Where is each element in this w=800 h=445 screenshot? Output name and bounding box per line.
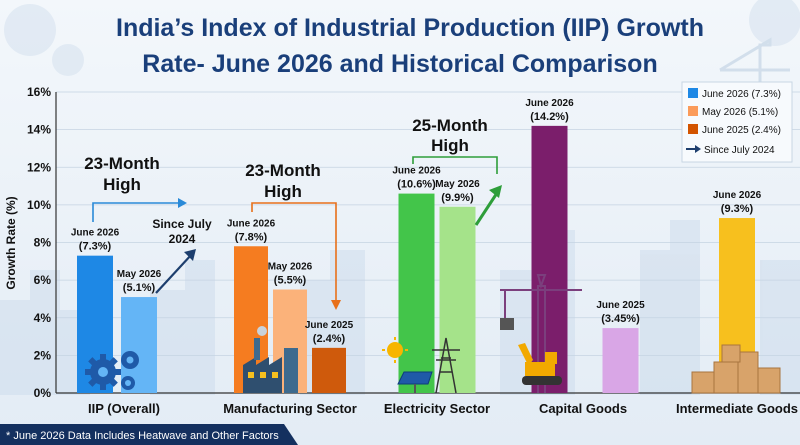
bar-label-period: June 2025 [596,300,645,311]
chart-title-line2: Rate- June 2026 and Historical Compariso… [142,50,657,78]
legend-trend-arrowhead [695,145,701,153]
mfg-high-arrowhead [331,300,341,310]
y-tick-label: 10% [27,198,51,212]
bar-label-value: (10.6%) [397,179,436,191]
bar-label-value: (2.4%) [313,333,346,345]
legend-label-may-2026: May 2026 (5.1%) [702,107,778,118]
legend-swatch-june-2025 [688,124,698,134]
boxes-icon [691,344,781,394]
elec-high-label-line2: High [431,136,469,155]
y-tick-label: 6% [34,273,52,287]
elec-trend-arrow [474,192,499,226]
mfg-high-label-line2: High [264,182,302,201]
mfg-high-bracket [251,202,337,300]
x-axis-labels: IIP (Overall) Manufacturing Sector Electri… [88,401,798,416]
crane-load-icon [500,318,514,330]
bar-label-value: (5.5%) [274,275,307,287]
legend-label-june-2026: June 2026 (7.3%) [702,89,781,100]
gear-small-icon [121,351,139,369]
iip-trend-arrow [155,253,193,294]
y-tick-label: 0% [34,386,52,400]
iip-high-arrowhead [178,198,187,208]
bar-label-value: (7.8%) [235,231,268,243]
elec-high-label-line1: 25-Month [412,116,488,135]
bar-label-period: June 2025 [305,320,354,331]
chart-title-line1: India’s Index of Industrial Production (… [116,14,704,42]
bar-label-value: (9.3%) [721,203,754,215]
solar-panel-icon [397,371,433,393]
bar-label-value: (7.3%) [79,241,112,253]
bar [398,193,435,393]
iip-since-label-line1: Since July [152,217,212,231]
y-tick-label: 2% [34,348,52,362]
mfg-high-label-line1: 23-Month [245,161,321,180]
x-tick-label: Intermediate Goods [676,401,798,416]
bar-label-period: June 2026 [227,218,276,229]
bar [602,328,639,393]
bar-label-value: (5.1%) [123,282,156,294]
bar-label-value: (3.45%) [601,313,640,325]
iip-high-label-line2: High [103,175,141,194]
legend-swatch-june-2026 [688,88,698,98]
power-tower-icon [432,337,460,394]
bar-label-period: June 2026 [392,166,441,177]
legend-swatch-may-2026 [688,106,698,116]
sun-icon [382,337,408,363]
x-tick-label: Capital Goods [539,401,627,416]
y-tick-label: 16% [27,85,51,99]
bar [439,206,476,393]
elec-high-bracket [412,156,498,174]
excavator-icon [518,343,562,385]
y-tick-label: 12% [27,160,51,174]
bar-label-period: June 2026 [713,190,762,201]
gear-small-icon-2 [121,376,135,390]
y-tick-label: 8% [34,236,52,250]
legend-label-june-2025: June 2025 (2.4%) [702,125,781,136]
x-tick-label: IIP (Overall) [88,401,160,416]
iip-high-bracket [92,202,178,222]
x-tick-label: Electricity Sector [384,401,490,416]
footnote-text: * June 2026 Data Includes Heatwave and O… [6,430,279,442]
bar-label-period: May 2026 [435,179,480,190]
bar-label-period: May 2026 [268,262,313,273]
x-tick-label: Manufacturing Sector [223,401,357,416]
y-axis-label: Growth Rate (%) [4,196,18,289]
bar-label-period: June 2026 [71,228,120,239]
footnote-banner [0,424,298,445]
legend: June 2026 (7.3%) May 2026 (5.1%) June 20… [681,81,793,163]
legend-label-trend: Since July 2024 [704,145,775,156]
iip-since-label-line2: 2024 [169,232,196,246]
bar-label-period: June 2026 [525,98,574,109]
iip-trend-arrowhead [184,249,196,261]
bar-label-period: May 2026 [117,269,162,280]
y-tick-label: 4% [34,311,52,325]
factory-icon [243,326,298,393]
bar-labels: June 2026 (7.3%) May 2026 (5.1%) June 2026 (7… [71,98,762,345]
bar-label-value: (14.2%) [530,111,569,123]
y-axis-ticks: 0% 2% 4% 6% 8% 10% 12% 14% 16% [27,85,51,400]
y-tick-label: 14% [27,123,51,137]
crane-icon [500,274,582,393]
bar-label-value: (9.9%) [441,192,474,204]
gear-icon [85,354,121,390]
elec-trend-arrowhead [489,185,502,198]
bar [312,347,346,393]
iip-high-label-line1: 23-Month [84,154,160,173]
